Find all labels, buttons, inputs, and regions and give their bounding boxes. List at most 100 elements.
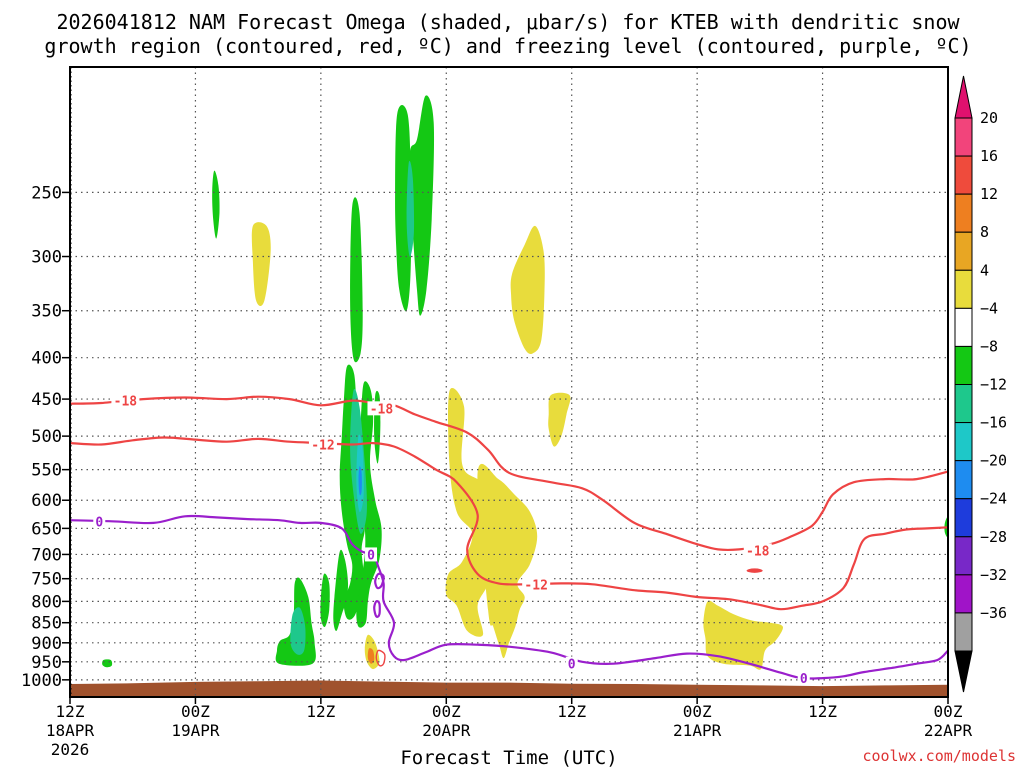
colorbar-label-4: 4 bbox=[980, 261, 989, 279]
label-minus18-c-bg bbox=[743, 543, 772, 558]
y-tick-label-750: 750 bbox=[31, 570, 62, 590]
label-zero-c-bg bbox=[565, 656, 578, 671]
label-zero-a: 0 bbox=[95, 515, 103, 530]
omega-region-4 bbox=[548, 392, 571, 447]
colorbar-label-7: −12 bbox=[980, 376, 1007, 394]
y-tick-label-450: 450 bbox=[31, 390, 62, 410]
omega-region-23 bbox=[358, 466, 362, 496]
y-tick-label-350: 350 bbox=[31, 302, 62, 322]
x-tick-label-72-l1: 12Z bbox=[808, 702, 837, 721]
colorbar-swatch-13 bbox=[954, 612, 973, 652]
colorbar-swatch-11 bbox=[954, 536, 973, 576]
label-minus18-a-bg bbox=[111, 393, 140, 408]
plot-frame bbox=[69, 66, 949, 698]
colorbar-label-3: 8 bbox=[980, 223, 989, 241]
y-tick-label-850: 850 bbox=[31, 614, 62, 634]
omega-region-14 bbox=[320, 573, 330, 628]
x-tick-label-0-l1: 12Z bbox=[56, 702, 85, 721]
y-tick-label-1000: 1000 bbox=[21, 671, 62, 691]
colorbar-swatch-9 bbox=[954, 460, 973, 500]
colorbar-label-13: −36 bbox=[980, 604, 1007, 622]
label-minus12-b-bg bbox=[522, 577, 551, 592]
y-tick-label-500: 500 bbox=[31, 427, 62, 447]
omega-region-9 bbox=[339, 364, 365, 620]
x-tick-label-0-l2: 18APR bbox=[46, 721, 95, 740]
y-tick-label-600: 600 bbox=[31, 491, 62, 511]
y-tick-label-950: 950 bbox=[31, 653, 62, 673]
colorbar-label-1: 16 bbox=[980, 147, 998, 165]
ground-surface bbox=[70, 680, 948, 696]
colorbar-swatch-10 bbox=[954, 498, 973, 538]
grid-lines bbox=[70, 67, 948, 697]
contour-red-cell-sfc bbox=[375, 649, 386, 667]
label-minus18-c: -18 bbox=[746, 544, 770, 559]
y-tick-label-650: 650 bbox=[31, 519, 62, 539]
label-minus18-a: -18 bbox=[114, 395, 138, 410]
ground-layer bbox=[70, 680, 948, 696]
colorbar-label-5: −4 bbox=[980, 299, 998, 317]
y-tick-label-300: 300 bbox=[31, 248, 62, 268]
credit-link[interactable]: coolwx.com/models bbox=[862, 747, 1016, 765]
x-tick-label-60-l1: 00Z bbox=[683, 702, 712, 721]
chart-title-line1: 2026041812 NAM Forecast Omega (shaded, μ… bbox=[56, 10, 960, 34]
contour-freezing-level bbox=[69, 514, 949, 680]
colorbar-top-arrow bbox=[954, 75, 973, 119]
omega-region-7 bbox=[409, 95, 435, 316]
omega-shading bbox=[102, 95, 949, 670]
label-minus18-b-bg bbox=[367, 401, 396, 416]
label-minus12-a-bg bbox=[308, 437, 337, 452]
colorbar-swatch-0 bbox=[954, 117, 973, 157]
x-tick-label-12-l2: 19APR bbox=[171, 721, 220, 740]
plot-border bbox=[69, 66, 949, 698]
x-tick-label-48-l1: 12Z bbox=[557, 702, 586, 721]
label-zero-c: 0 bbox=[568, 658, 576, 673]
label-zero-a-bg bbox=[93, 514, 106, 529]
x-tick-label-60-l2: 21APR bbox=[673, 721, 722, 740]
contour-red-blip bbox=[746, 568, 763, 573]
x-tick-label-84-l2: 22APR bbox=[924, 721, 973, 740]
y-tick-label-700: 700 bbox=[31, 545, 62, 565]
colorbar-label-2: 12 bbox=[980, 185, 998, 203]
y-tick-label-400: 400 bbox=[31, 349, 62, 369]
colorbar-swatch-5 bbox=[954, 307, 973, 347]
colorbar: 20 16 12 8 4 −4 −8 −12 −16 −20 −24 −28 −32 −36 bbox=[954, 75, 1007, 693]
colorbar-label-10: −24 bbox=[980, 490, 1007, 508]
omega-region-15 bbox=[350, 197, 363, 363]
contour-minus12 bbox=[69, 436, 949, 611]
label-minus18-b: -18 bbox=[370, 402, 394, 417]
colorbar-swatch-3 bbox=[954, 231, 973, 271]
label-zero-b: 0 bbox=[367, 548, 375, 563]
axes: 2503003504004505005506006507007508008509… bbox=[21, 183, 972, 759]
label-zero-d-bg bbox=[797, 671, 810, 686]
chart-title-line2: growth region (contoured, red, ºC) and f… bbox=[44, 34, 971, 58]
omega-region-0 bbox=[251, 222, 271, 307]
colorbar-label-8: −16 bbox=[980, 414, 1007, 432]
x-tick-label-36-l2: 20APR bbox=[422, 721, 471, 740]
colorbar-label-0: 20 bbox=[980, 109, 998, 127]
omega-region-2 bbox=[477, 463, 538, 659]
omega-region-5 bbox=[703, 600, 783, 670]
contour-zero-cell-b bbox=[373, 600, 381, 618]
colorbar-swatch-1 bbox=[954, 155, 973, 195]
colorbar-label-11: −28 bbox=[980, 528, 1007, 546]
colorbar-label-6: −8 bbox=[980, 337, 998, 355]
omega-region-16 bbox=[212, 170, 220, 239]
x-tick-label-84-l1: 00Z bbox=[934, 702, 963, 721]
omega-region-3 bbox=[510, 225, 545, 354]
colorbar-label-12: −32 bbox=[980, 566, 1007, 584]
omega-region-21 bbox=[406, 160, 415, 257]
y-tick-label-800: 800 bbox=[31, 592, 62, 612]
contour-zero-cell-a bbox=[374, 572, 385, 590]
x-tick-label-0-l3: 2026 bbox=[51, 740, 90, 759]
x-axis-label: Forecast Time (UTC) bbox=[400, 747, 617, 768]
label-minus12-a: -12 bbox=[311, 438, 334, 453]
y-tick-label-550: 550 bbox=[31, 461, 62, 481]
contour-minus18 bbox=[69, 395, 949, 552]
y-tick-label-900: 900 bbox=[31, 634, 62, 654]
colorbar-swatch-12 bbox=[954, 574, 973, 614]
x-tick-label-36-l1: 00Z bbox=[432, 702, 461, 721]
colorbar-swatch-4 bbox=[954, 269, 973, 309]
colorbar-label-9: −20 bbox=[980, 452, 1007, 470]
omega-region-24 bbox=[367, 648, 375, 664]
